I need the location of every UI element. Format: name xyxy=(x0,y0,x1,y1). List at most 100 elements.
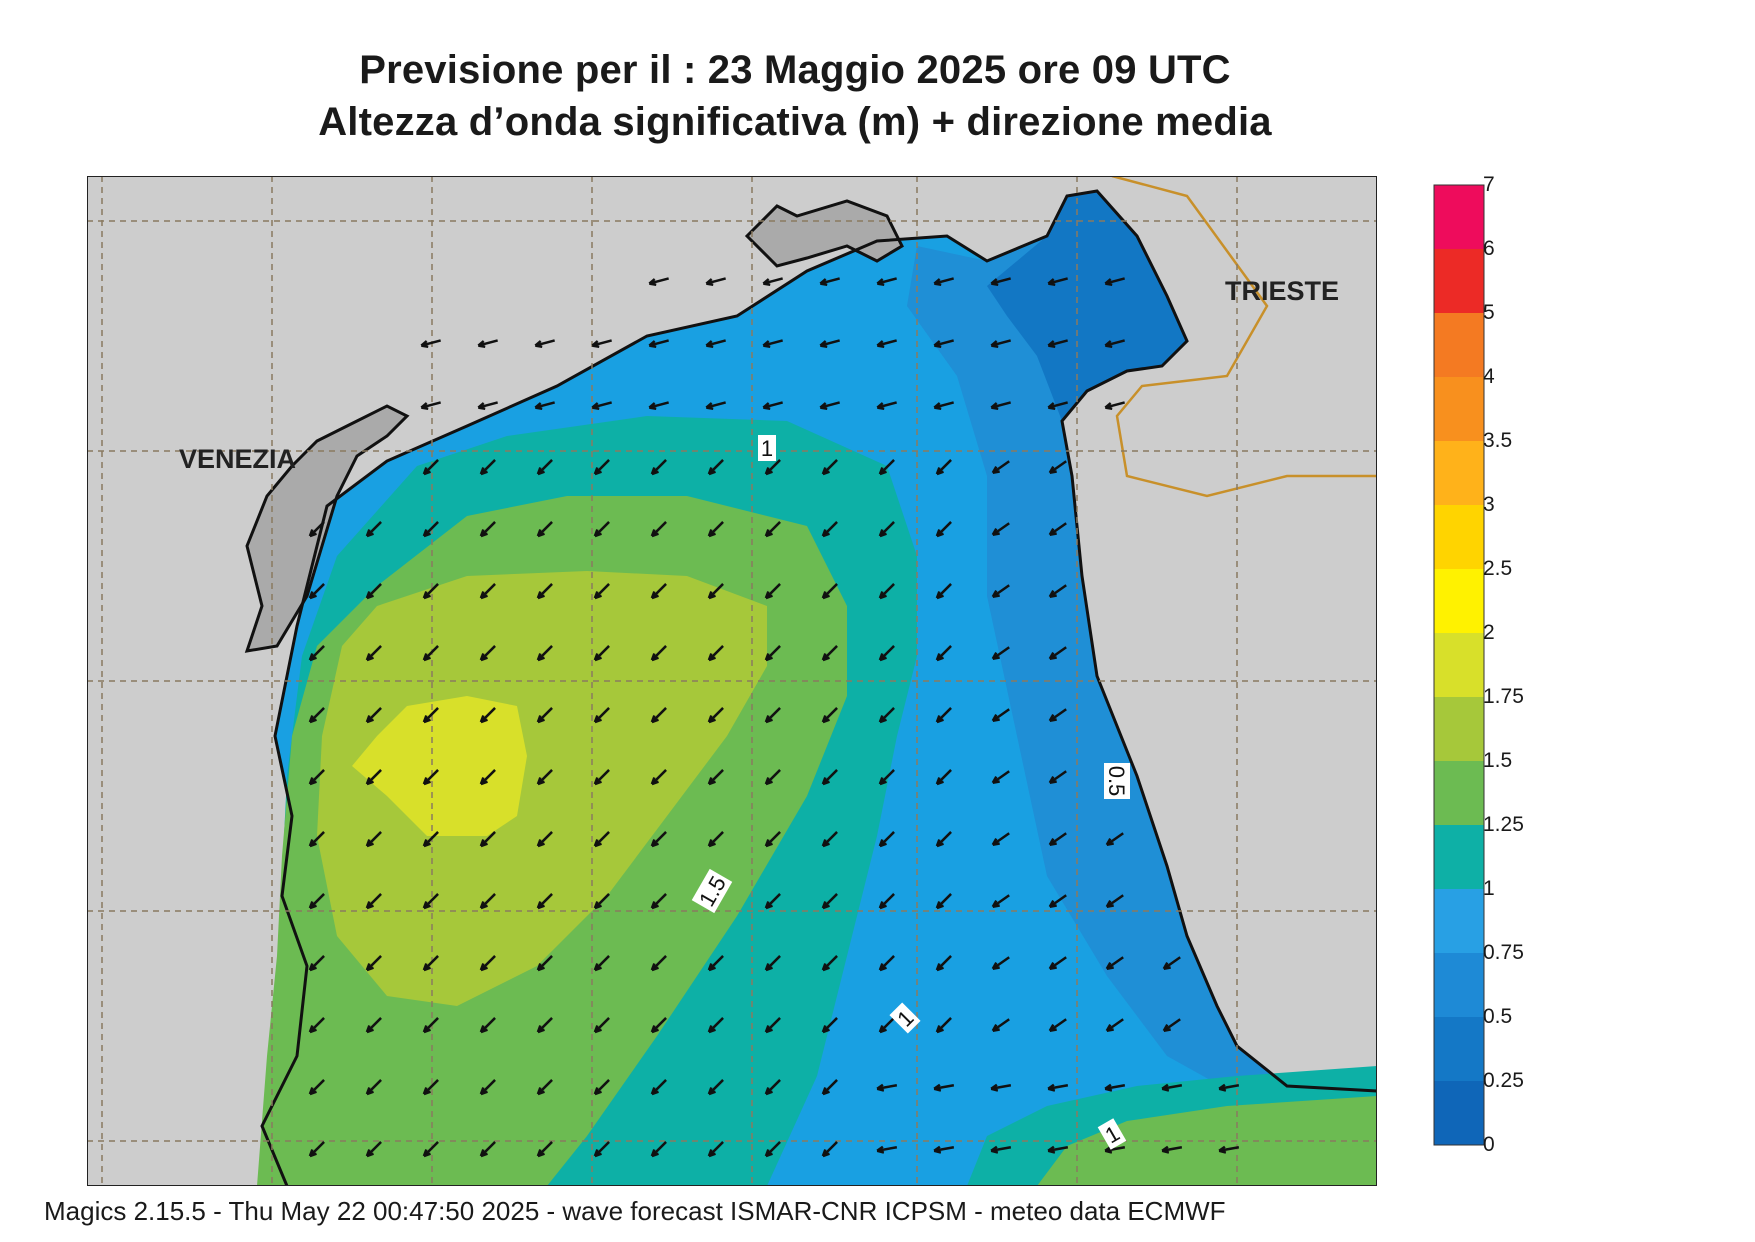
direction-arrow xyxy=(822,1017,838,1033)
direction-arrow-head xyxy=(822,1090,830,1096)
direction-arrow-head xyxy=(708,656,716,662)
direction-arrow-head xyxy=(936,904,944,910)
direction-arrow-head xyxy=(877,282,885,287)
direction-arrow xyxy=(992,956,1010,970)
direction-arrow xyxy=(822,831,838,847)
direction-arrow xyxy=(1106,832,1124,846)
direction-arrow xyxy=(651,521,667,537)
direction-arrow-head xyxy=(765,594,773,600)
direction-arrow-head xyxy=(366,780,374,786)
direction-arrow-head xyxy=(1049,718,1057,722)
direction-arrow xyxy=(1049,460,1067,474)
colorbar-swatch xyxy=(1434,377,1484,441)
direction-arrow xyxy=(651,955,667,971)
direction-arrow xyxy=(879,831,895,847)
direction-arrow xyxy=(651,583,667,599)
direction-arrow xyxy=(480,893,496,909)
colorbar-tick-label: 1.5 xyxy=(1483,749,1513,772)
direction-arrow xyxy=(594,583,610,599)
direction-arrow-head xyxy=(991,282,999,287)
direction-arrow-head xyxy=(822,718,830,724)
colorbar-swatch xyxy=(1434,953,1484,1017)
direction-arrow xyxy=(822,583,838,599)
direction-arrow xyxy=(366,831,382,847)
direction-arrow xyxy=(879,521,895,537)
direction-arrow xyxy=(649,401,669,409)
direction-arrow xyxy=(423,459,439,475)
colorbar-swatch xyxy=(1434,697,1484,761)
direction-arrow xyxy=(822,459,838,475)
direction-arrow-head xyxy=(594,656,602,662)
direction-arrow-head xyxy=(537,718,545,724)
direction-arrow xyxy=(594,1079,610,1095)
direction-arrow-head xyxy=(480,594,488,600)
direction-arrow-head xyxy=(936,966,944,972)
direction-arrow-head xyxy=(1105,282,1113,287)
direction-arrow xyxy=(309,893,325,909)
direction-arrow xyxy=(876,1146,898,1152)
direction-arrow xyxy=(991,339,1011,347)
map-title-variable: Altezza d’onda significativa (m) + direz… xyxy=(318,100,1272,144)
direction-arrow xyxy=(537,645,553,661)
direction-arrow xyxy=(934,339,954,347)
direction-arrow-head xyxy=(423,1152,431,1158)
colorbar-swatch xyxy=(1434,249,1484,313)
colorbar-swatch xyxy=(1434,185,1484,249)
colorbar-tick-label: 5 xyxy=(1483,301,1495,324)
direction-arrow-head xyxy=(309,966,317,972)
direction-arrow-head xyxy=(535,344,543,349)
direction-arrow-head xyxy=(765,904,773,910)
direction-arrow-head xyxy=(1161,1149,1170,1154)
direction-arrow-head xyxy=(765,780,773,786)
colorbar-swatch xyxy=(1434,313,1484,377)
direction-arrow-head xyxy=(936,780,944,786)
direction-arrow-head xyxy=(423,1090,431,1096)
direction-arrow xyxy=(1049,770,1067,784)
direction-arrow-head xyxy=(309,1152,317,1158)
direction-arrow-head xyxy=(879,904,887,910)
direction-arrow xyxy=(936,583,952,599)
direction-arrow-head xyxy=(537,966,545,972)
direction-arrow xyxy=(822,1141,838,1157)
direction-arrow xyxy=(936,459,952,475)
direction-arrow xyxy=(765,1079,781,1095)
direction-arrow-head xyxy=(991,406,999,411)
direction-arrow xyxy=(877,401,897,409)
direction-arrow-head xyxy=(423,532,431,538)
direction-arrow xyxy=(879,769,895,785)
direction-arrow-head xyxy=(480,842,488,848)
direction-arrow xyxy=(366,955,382,971)
colorbar-tick-label: 1.75 xyxy=(1483,685,1524,708)
direction-arrow xyxy=(936,831,952,847)
direction-arrow xyxy=(309,1017,325,1033)
direction-arrow-head xyxy=(594,470,602,476)
direction-arrow-head xyxy=(480,966,488,972)
direction-arrow xyxy=(537,459,553,475)
direction-arrow xyxy=(537,1079,553,1095)
direction-arrow xyxy=(1161,1084,1183,1090)
direction-arrow xyxy=(309,645,325,661)
contour-label: 0.5 xyxy=(1104,763,1130,799)
direction-arrow xyxy=(706,339,726,347)
direction-arrow xyxy=(480,1017,496,1033)
direction-arrow xyxy=(706,401,726,409)
footer-credits: Magics 2.15.5 - Thu May 22 00:47:50 2025… xyxy=(44,1196,1226,1226)
direction-arrow-head xyxy=(594,1090,602,1096)
direction-arrow-head xyxy=(708,842,716,848)
direction-arrow-head xyxy=(423,842,431,848)
direction-arrow-head xyxy=(936,656,944,662)
direction-arrow-head xyxy=(763,344,771,349)
direction-arrow xyxy=(934,277,954,285)
direction-arrow xyxy=(936,769,952,785)
direction-arrow xyxy=(309,955,325,971)
direction-arrow-head xyxy=(651,1090,659,1096)
direction-arrow xyxy=(820,339,840,347)
direction-arrow-head xyxy=(366,1028,374,1034)
direction-arrow-head xyxy=(309,532,317,538)
direction-arrow xyxy=(879,1017,895,1033)
direction-arrow xyxy=(822,769,838,785)
direction-arrow xyxy=(879,645,895,661)
direction-arrow-head xyxy=(366,532,374,538)
direction-arrow xyxy=(649,339,669,347)
colorbar-tick-label: 4 xyxy=(1483,365,1495,388)
